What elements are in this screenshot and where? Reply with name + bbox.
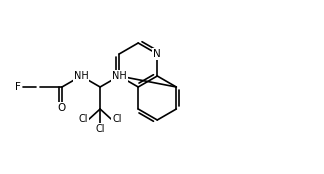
Text: Cl: Cl <box>95 124 105 134</box>
Text: NH: NH <box>74 71 88 81</box>
Text: NH: NH <box>112 71 127 81</box>
Text: Cl: Cl <box>112 114 122 124</box>
Text: O: O <box>58 103 66 113</box>
Text: Cl: Cl <box>79 114 88 124</box>
Text: N: N <box>153 49 161 59</box>
Text: F: F <box>15 82 21 92</box>
